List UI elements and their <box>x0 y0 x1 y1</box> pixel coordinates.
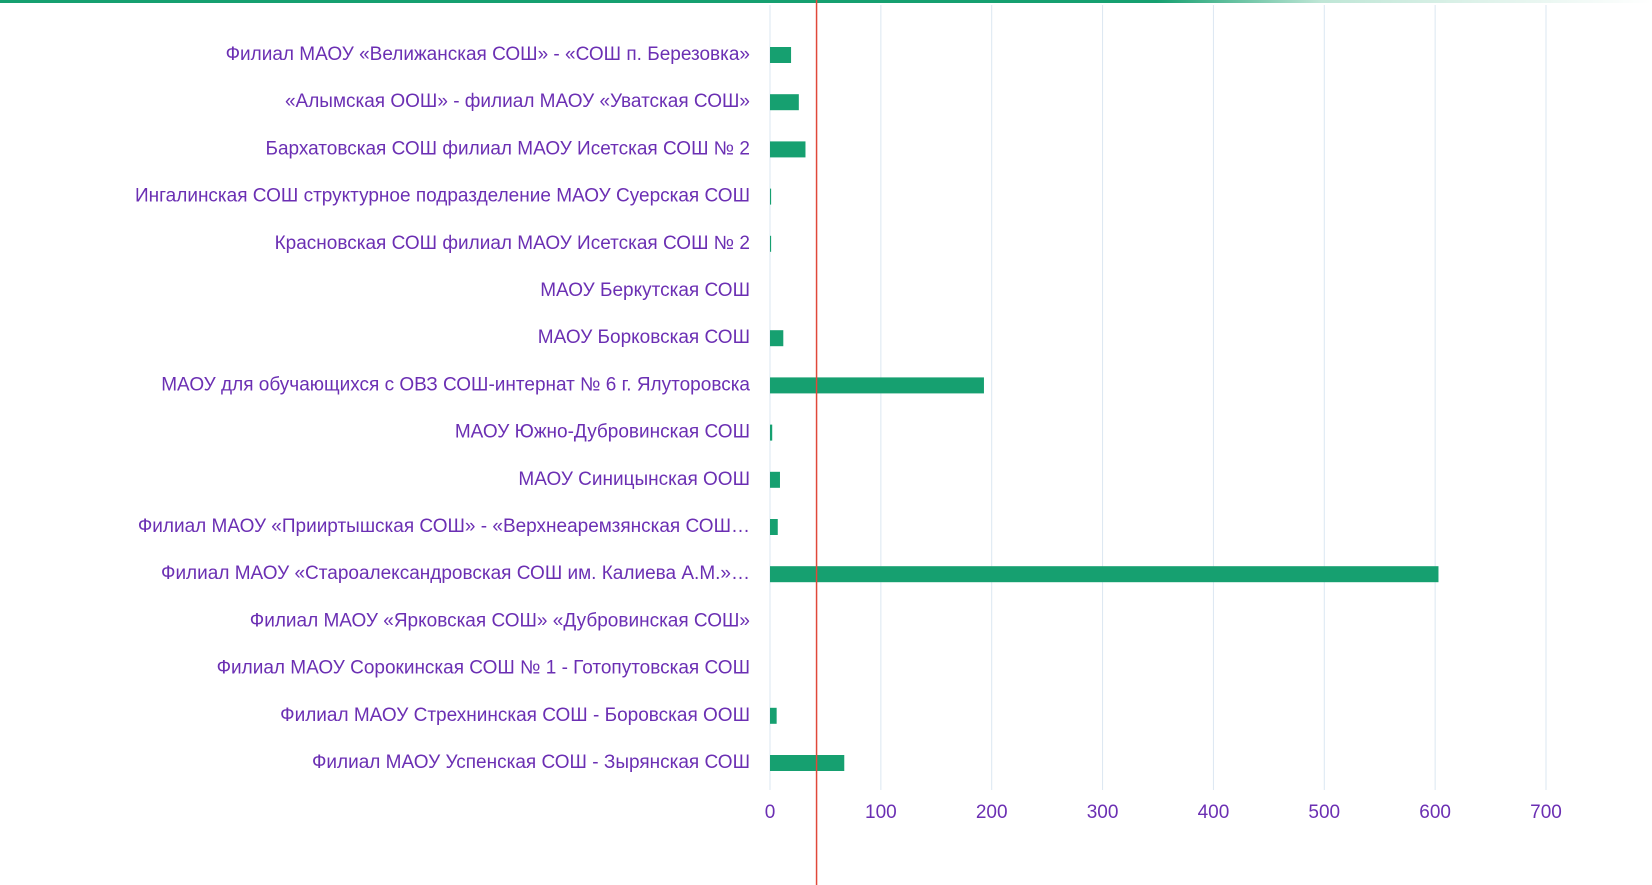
y-tick-label: Филиал МАОУ «Ярковская СОШ» «Дубровинска… <box>250 610 750 631</box>
x-tick-label: 200 <box>976 802 1008 823</box>
y-tick-label: МАОУ Беркутская СОШ <box>540 280 750 301</box>
bar <box>770 235 772 252</box>
bar <box>770 94 799 111</box>
y-tick-label: Филиал МАОУ «Велижанская СОШ» - «СОШ п. … <box>226 44 750 65</box>
y-tick-label: Филиал МАОУ «Староалександровская СОШ им… <box>161 563 750 584</box>
bar <box>770 188 772 205</box>
y-tick-label: Филиал МАОУ Сорокинская СОШ № 1 - Готопу… <box>217 658 750 679</box>
y-tick-label: Филиал МАОУ Успенская СОШ - Зырянская СО… <box>312 752 750 773</box>
bar <box>770 424 773 441</box>
y-tick-label: Филиал МАОУ Стрехнинская СОШ - Боровская… <box>280 705 750 726</box>
top-border <box>0 0 1652 3</box>
y-tick-label: Ингалинская СОШ структурное подразделени… <box>135 186 750 207</box>
x-tick-label: 700 <box>1530 802 1562 823</box>
bar <box>770 519 778 535</box>
bar <box>770 755 845 771</box>
x-tick-label: 500 <box>1308 802 1340 823</box>
x-tick-label: 400 <box>1198 802 1230 823</box>
bar <box>770 377 984 394</box>
bar <box>770 330 784 347</box>
y-tick-label: МАОУ Южно-Дубровинская СОШ <box>455 422 750 443</box>
bar <box>770 707 777 724</box>
x-tick-label: 0 <box>765 802 776 823</box>
x-tick-label: 600 <box>1419 802 1451 823</box>
bar <box>770 141 806 158</box>
y-tick-label: МАОУ Борковская СОШ <box>538 327 750 348</box>
y-tick-label: Красновская СОШ филиал МАОУ Исетская СОШ… <box>275 233 750 254</box>
x-tick-label: 100 <box>865 802 897 823</box>
y-tick-label: Бархатовская СОШ филиал МАОУ Исетская СО… <box>265 138 750 159</box>
bar <box>770 471 780 488</box>
bar <box>770 566 1439 583</box>
y-tick-label: МАОУ Синицынская ООШ <box>518 469 750 490</box>
x-tick-label: 300 <box>1087 802 1119 823</box>
y-tick-label: «Алымская ООШ» - филиал МАОУ «Уватская С… <box>285 91 750 112</box>
bar <box>770 47 792 63</box>
y-tick-label: МАОУ для обучающихся с ОВЗ СОШ-интернат … <box>161 374 750 395</box>
y-tick-label: Филиал МАОУ «Прииртышская СОШ» - «Верхне… <box>138 516 750 537</box>
